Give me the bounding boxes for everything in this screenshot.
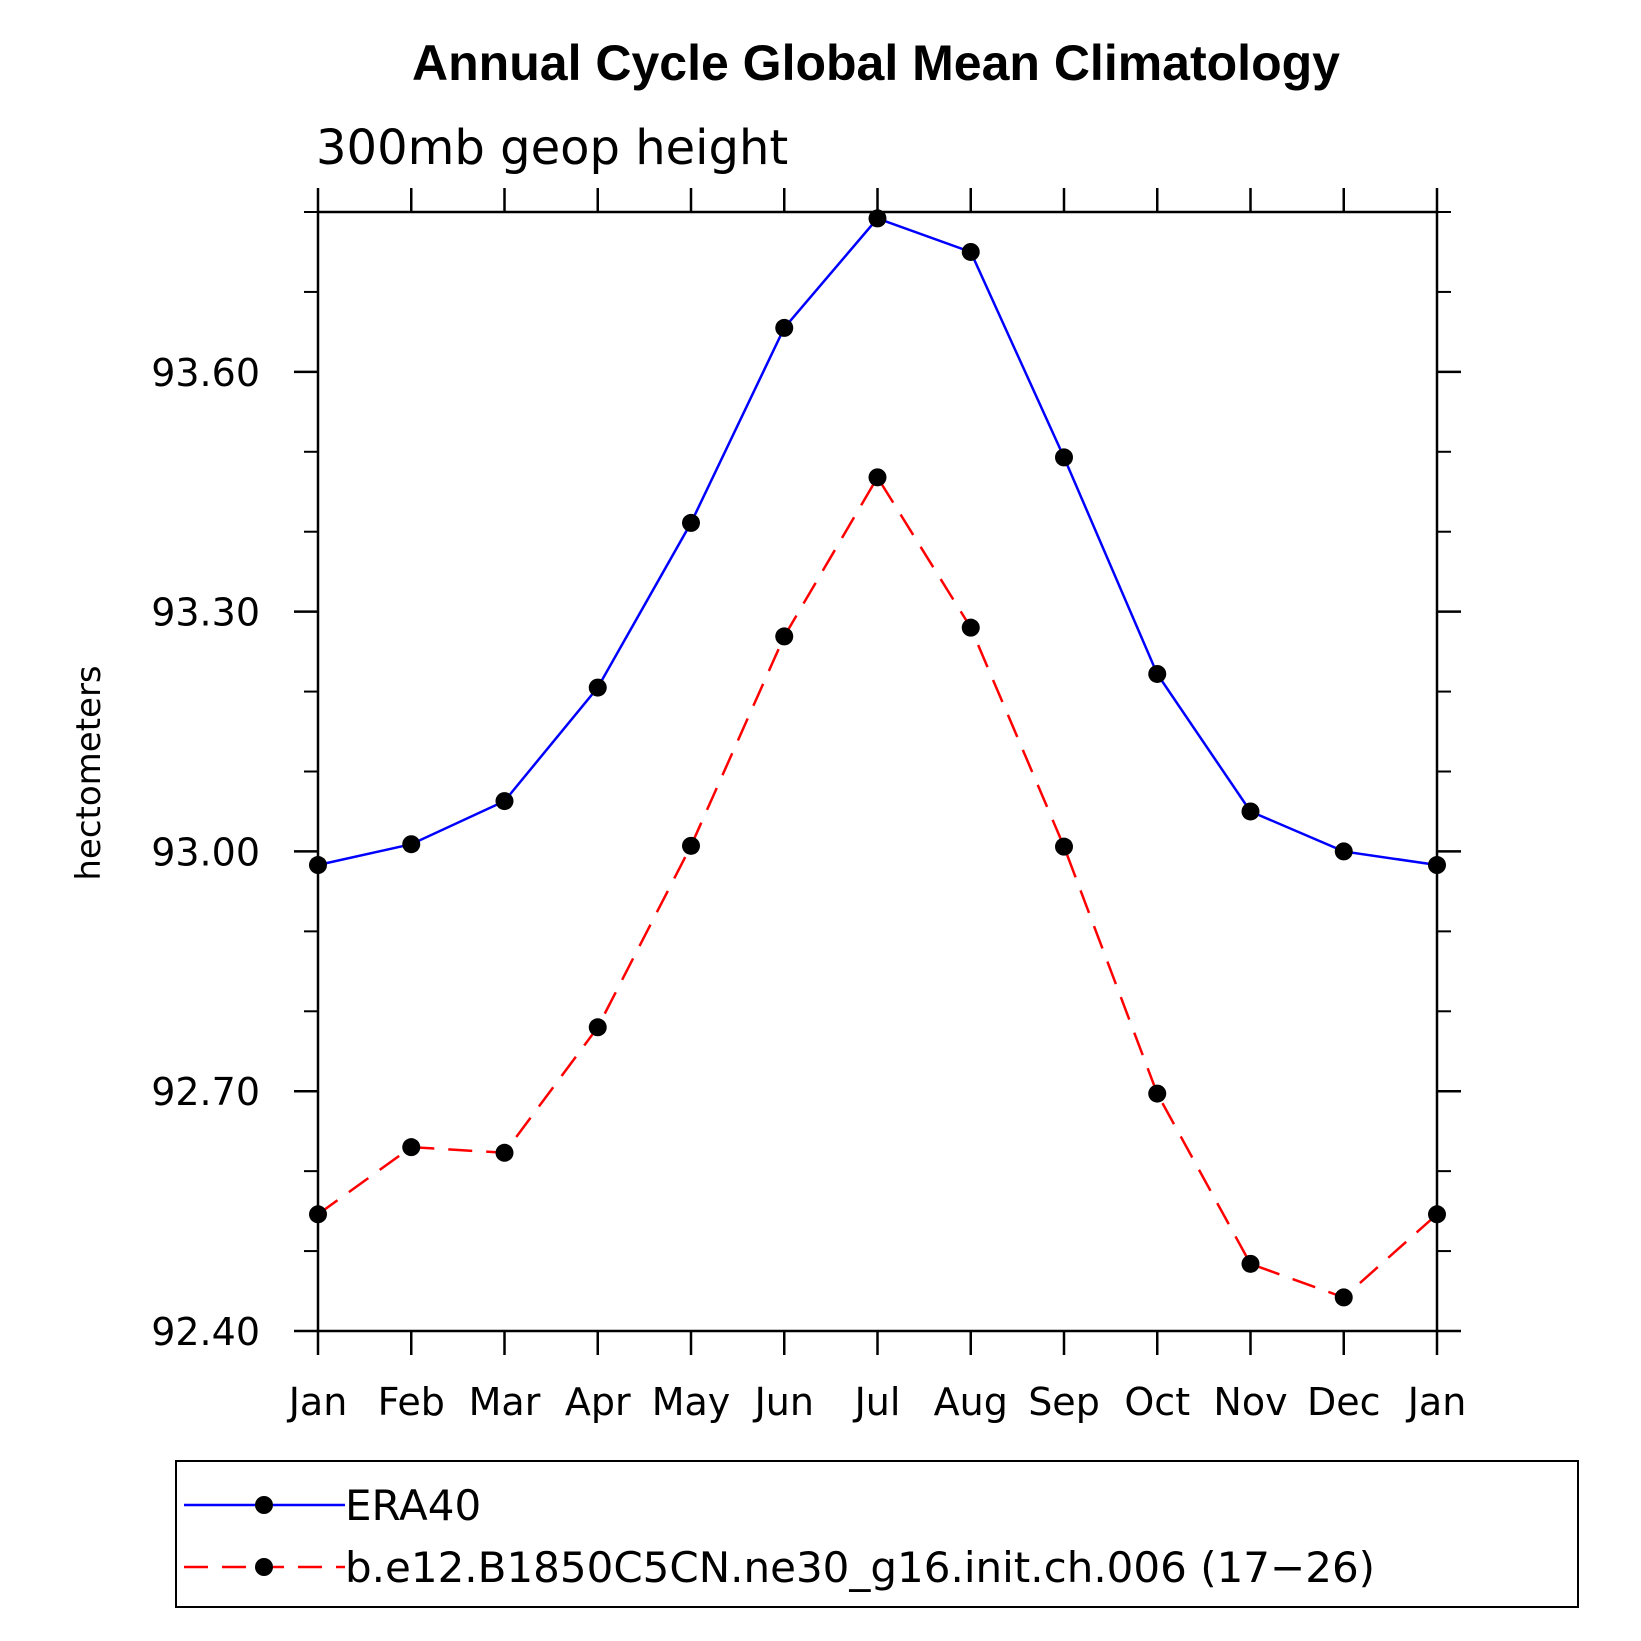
data-point xyxy=(1241,802,1260,821)
y-tick-label: 92.40 xyxy=(151,1310,260,1354)
data-point xyxy=(682,836,700,855)
data-point xyxy=(309,856,327,875)
axes: Jan Feb Mar Apr May Jun Jul Aug Sep Oct Nov Dec Jan 9… xyxy=(151,188,1466,1424)
data-point xyxy=(1055,837,1073,856)
data-point xyxy=(1334,842,1353,861)
series-line xyxy=(317,474,1438,1299)
data-point xyxy=(588,678,607,697)
data-point xyxy=(775,318,794,337)
x-tick-label: Nov xyxy=(1213,1380,1287,1424)
legend-label: ERA40 xyxy=(345,1481,481,1530)
x-tick-label: Mar xyxy=(469,1380,541,1424)
x-tick-label: Jan xyxy=(287,1380,348,1424)
data-point xyxy=(402,1138,421,1157)
x-tick-label: May xyxy=(652,1380,731,1424)
series-line xyxy=(317,216,1438,867)
x-tick-label: Oct xyxy=(1124,1380,1190,1424)
data-point xyxy=(1428,856,1446,875)
data-point xyxy=(1241,1254,1260,1273)
data-point xyxy=(1334,1288,1353,1307)
x-tick-label: Jan xyxy=(1406,1380,1467,1424)
x-tick-label: Dec xyxy=(1307,1380,1381,1424)
legend-marker xyxy=(255,1558,273,1576)
data-point xyxy=(1148,664,1167,683)
data-point xyxy=(495,792,514,811)
x-tick-label: Feb xyxy=(378,1380,445,1424)
legend: ERA40 b.e12.B1850C5CN.ne30_g16.init.ch.00… xyxy=(175,1460,1579,1608)
legend-entry-1: ERA40 xyxy=(184,1481,481,1530)
x-tick-label: Aug xyxy=(934,1380,1008,1424)
legend-entry-2: b.e12.B1850C5CN.ne30_g16.init.ch.006 (17… xyxy=(184,1543,1375,1592)
x-tick-label: Sep xyxy=(1028,1380,1100,1424)
chart-subtitle: 300mb geop height xyxy=(316,120,788,176)
y-tick-label: 93.30 xyxy=(151,591,260,635)
y-tick-label: 93.00 xyxy=(151,830,260,874)
data-point xyxy=(309,1205,327,1224)
data-point xyxy=(1148,1084,1167,1103)
data-point xyxy=(775,627,794,646)
y-tick-label: 93.60 xyxy=(151,351,260,395)
data-point xyxy=(1428,1205,1446,1224)
legend-marker xyxy=(255,1496,273,1514)
data-point xyxy=(868,209,887,228)
x-tick-label: Jul xyxy=(853,1380,901,1424)
data-point xyxy=(588,1018,607,1037)
data-point xyxy=(961,242,980,261)
data-point xyxy=(682,513,700,532)
series-layer xyxy=(309,209,1446,1307)
legend-box xyxy=(175,1460,1579,1608)
plot-frame xyxy=(316,210,1439,1333)
legend-label: b.e12.B1850C5CN.ne30_g16.init.ch.006 (17… xyxy=(345,1543,1375,1592)
series-1 xyxy=(309,209,1446,875)
data-point xyxy=(1055,448,1073,467)
data-point xyxy=(868,468,887,487)
y-axis-label: hectometers xyxy=(69,665,109,880)
x-tick-label: Apr xyxy=(565,1380,631,1424)
y-tick-label: 92.70 xyxy=(151,1070,260,1114)
chart-title: Annual Cycle Global Mean Climatology xyxy=(412,35,1340,91)
data-point xyxy=(961,618,980,637)
x-tick-label: Jun xyxy=(753,1380,814,1424)
data-point xyxy=(495,1143,514,1162)
series-2 xyxy=(309,468,1446,1307)
data-point xyxy=(402,835,421,854)
